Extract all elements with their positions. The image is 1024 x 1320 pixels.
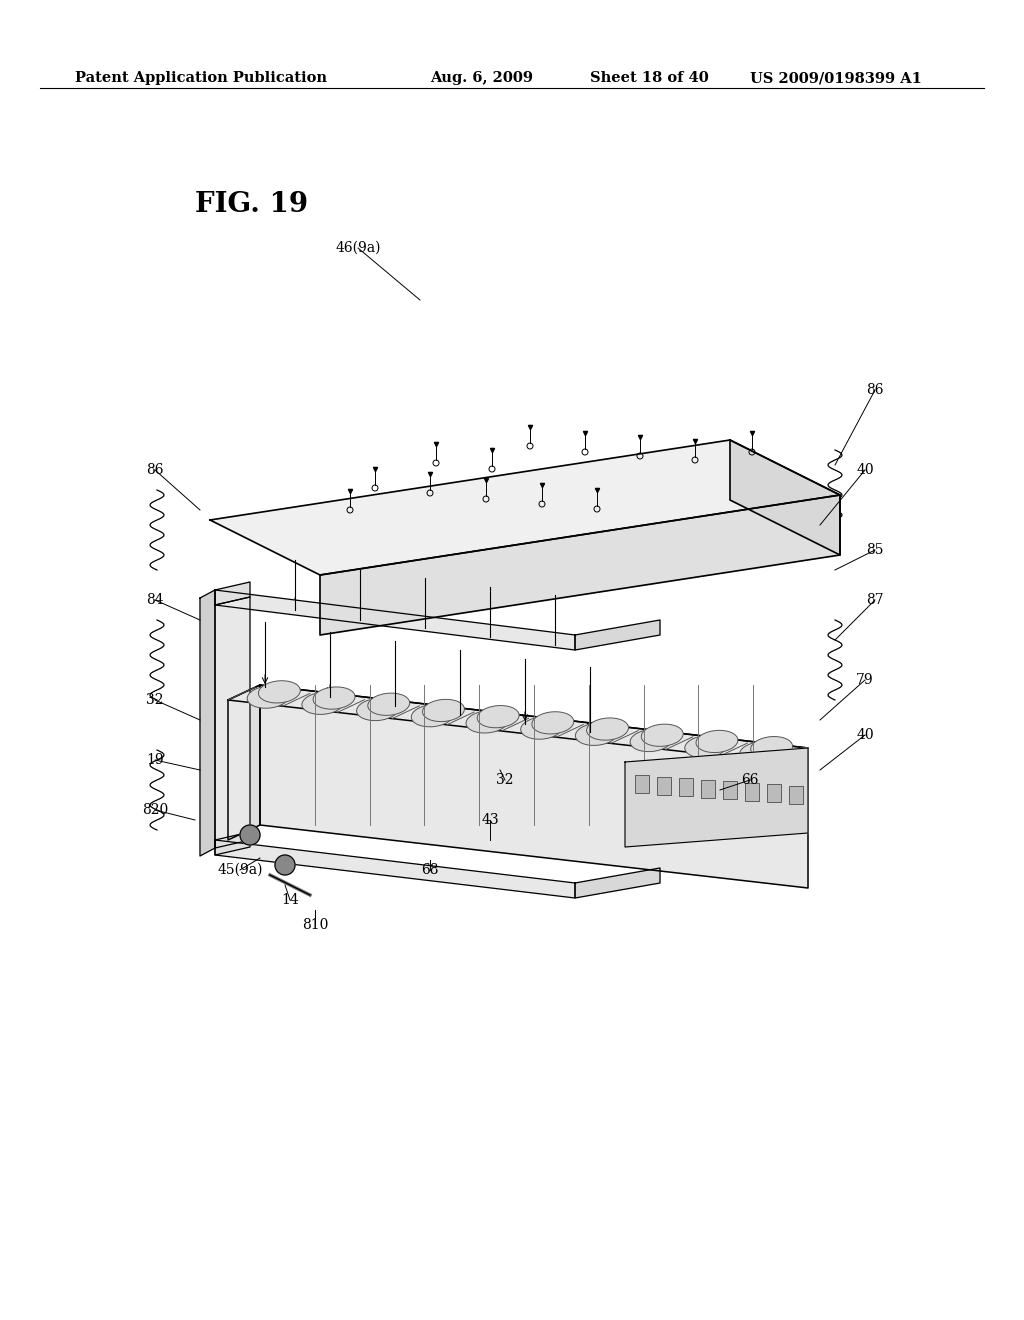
Polygon shape [228, 685, 260, 840]
Text: 68: 68 [421, 863, 438, 876]
Bar [767, 784, 781, 803]
Bar [745, 783, 759, 800]
Text: 66: 66 [741, 774, 759, 787]
Text: 40: 40 [856, 463, 873, 477]
Polygon shape [260, 685, 808, 888]
Circle shape [240, 825, 260, 845]
Polygon shape [730, 440, 840, 554]
Text: 19: 19 [146, 752, 164, 767]
Ellipse shape [466, 710, 508, 733]
Bar [657, 776, 671, 795]
Polygon shape [215, 582, 250, 605]
Polygon shape [210, 440, 840, 576]
Ellipse shape [368, 693, 410, 715]
Ellipse shape [739, 742, 781, 764]
Polygon shape [215, 840, 575, 898]
Text: 14: 14 [282, 894, 299, 907]
Bar [723, 781, 737, 799]
Text: 87: 87 [866, 593, 884, 607]
Ellipse shape [258, 681, 300, 704]
Polygon shape [215, 832, 250, 855]
Ellipse shape [356, 698, 398, 721]
Ellipse shape [587, 718, 629, 741]
Bar [679, 777, 693, 796]
Ellipse shape [521, 717, 562, 739]
Polygon shape [319, 495, 840, 635]
Polygon shape [200, 590, 215, 855]
Text: 810: 810 [302, 917, 328, 932]
Circle shape [275, 855, 295, 875]
Ellipse shape [423, 700, 465, 722]
Bar [790, 785, 803, 804]
Polygon shape [215, 590, 575, 649]
Polygon shape [575, 620, 660, 649]
Ellipse shape [302, 692, 344, 714]
Text: FIG. 19: FIG. 19 [195, 191, 308, 219]
Ellipse shape [247, 686, 289, 709]
Ellipse shape [751, 737, 793, 759]
Polygon shape [215, 597, 250, 847]
Text: 43: 43 [481, 813, 499, 828]
Polygon shape [575, 869, 660, 898]
Ellipse shape [412, 705, 454, 727]
Text: 46(9a): 46(9a) [335, 242, 381, 255]
Text: 79: 79 [856, 673, 873, 686]
Text: 32: 32 [497, 774, 514, 787]
Ellipse shape [630, 730, 672, 751]
Text: US 2009/0198399 A1: US 2009/0198399 A1 [750, 71, 922, 84]
Ellipse shape [641, 725, 683, 746]
Text: Aug. 6, 2009: Aug. 6, 2009 [430, 71, 534, 84]
Text: 85: 85 [866, 543, 884, 557]
Text: 84: 84 [146, 593, 164, 607]
Ellipse shape [477, 706, 519, 727]
Text: Patent Application Publication: Patent Application Publication [75, 71, 327, 84]
Text: 86: 86 [146, 463, 164, 477]
Ellipse shape [685, 735, 727, 758]
Ellipse shape [575, 723, 617, 746]
Ellipse shape [696, 730, 738, 752]
Ellipse shape [531, 711, 573, 734]
Bar [635, 775, 649, 793]
Text: 86: 86 [866, 383, 884, 397]
Bar [701, 780, 715, 797]
Polygon shape [228, 685, 808, 762]
Text: 820: 820 [142, 803, 168, 817]
Text: Sheet 18 of 40: Sheet 18 of 40 [590, 71, 709, 84]
Text: 45(9a): 45(9a) [217, 863, 263, 876]
Text: 32: 32 [146, 693, 164, 708]
Polygon shape [625, 748, 808, 847]
Ellipse shape [313, 686, 355, 709]
Text: 40: 40 [856, 729, 873, 742]
